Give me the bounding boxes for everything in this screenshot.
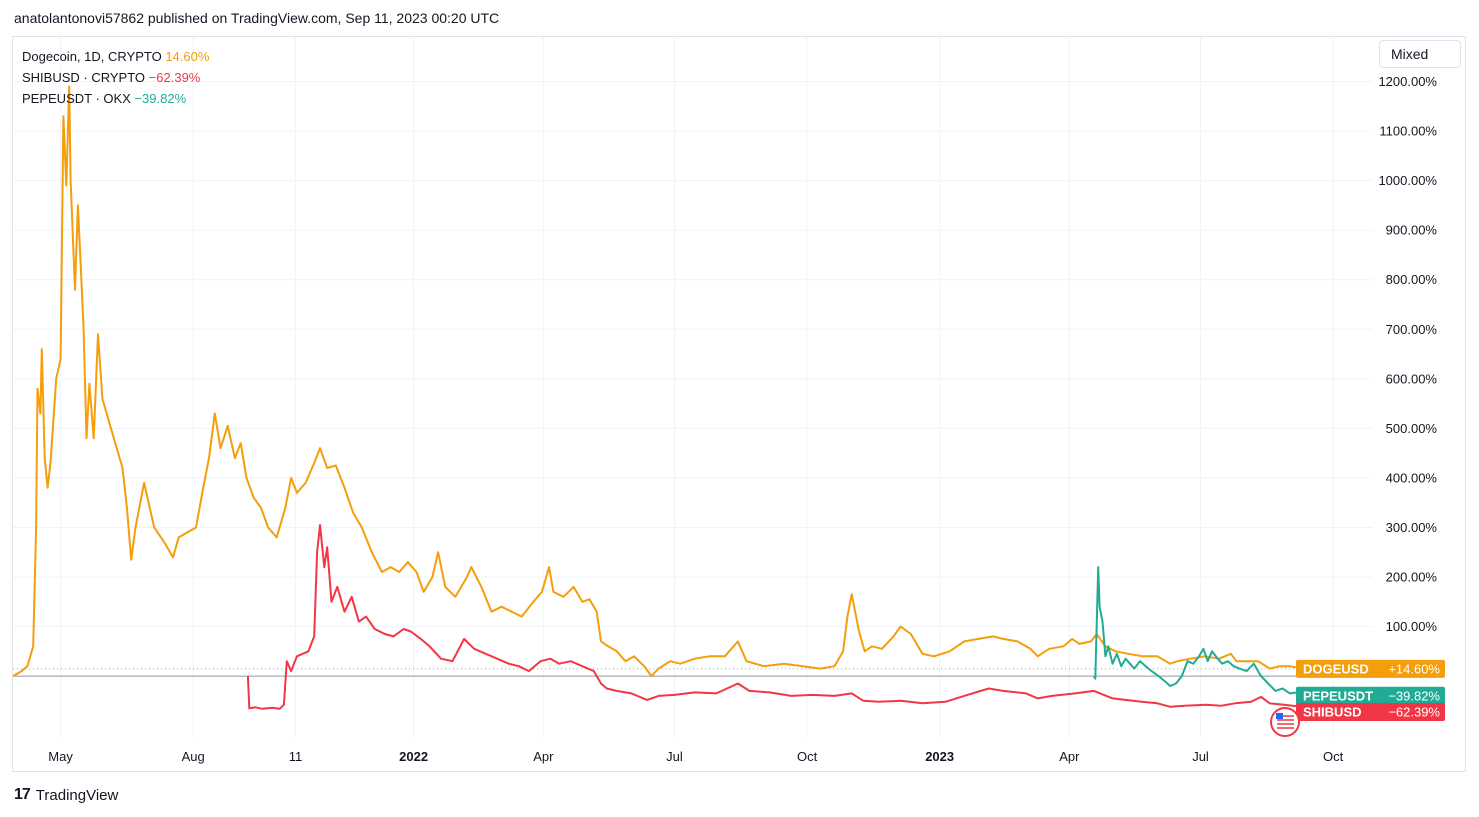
legend-name: SHIBUSD · CRYPTO bbox=[22, 70, 146, 85]
x-tick-label: May bbox=[48, 749, 73, 764]
legend-row-pepe[interactable]: PEPEUSDT · OKX −39.82% bbox=[22, 88, 209, 109]
price-label-box bbox=[1296, 702, 1445, 721]
series-line-shibusd bbox=[246, 524, 1303, 710]
price-label-value: −39.82% bbox=[1388, 688, 1440, 703]
y-tick-label: 300.00% bbox=[1386, 520, 1438, 535]
x-tick-label: 2022 bbox=[399, 749, 428, 764]
x-tick-label: Aug bbox=[182, 749, 205, 764]
price-label-value: −62.39% bbox=[1388, 704, 1440, 719]
price-label-box bbox=[1296, 686, 1445, 705]
tradingview-brand[interactable]: 17 TradingView bbox=[14, 786, 118, 804]
legend-row-doge[interactable]: Dogecoin, 1D, CRYPTO 14.60% bbox=[22, 46, 209, 67]
legend-name: PEPEUSDT · OKX bbox=[22, 91, 131, 106]
y-tick-label: 400.00% bbox=[1386, 470, 1438, 485]
scale-mode-button[interactable]: Mixed bbox=[1379, 40, 1461, 68]
price-label-name: SHIBUSD bbox=[1303, 704, 1362, 719]
series-line-pepeusdt bbox=[1093, 566, 1304, 697]
chart-frame bbox=[12, 36, 1466, 772]
y-tick-label: 500.00% bbox=[1386, 421, 1438, 436]
price-label-shibusd: SHIBUSD −62.39% bbox=[1296, 702, 1445, 721]
y-tick-label: 1000.00% bbox=[1378, 173, 1437, 188]
us-flag-icon bbox=[1270, 707, 1300, 737]
series-legend: Dogecoin, 1D, CRYPTO 14.60% SHIBUSD · CR… bbox=[22, 46, 209, 109]
y-tick-label: 600.00% bbox=[1386, 371, 1438, 386]
x-tick-label: Oct bbox=[1323, 749, 1344, 764]
legend-change: −39.82% bbox=[134, 91, 187, 106]
price-label-name: DOGEUSD bbox=[1303, 661, 1369, 676]
x-tick-label: 2023 bbox=[925, 749, 954, 764]
y-tick-label: 1100.00% bbox=[1379, 124, 1437, 139]
x-tick-label: Jul bbox=[666, 749, 683, 764]
x-tick-label: Oct bbox=[797, 749, 818, 764]
legend-change: 14.60% bbox=[165, 49, 210, 64]
price-label-value: +14.60% bbox=[1388, 661, 1440, 676]
x-tick-label: Apr bbox=[1059, 749, 1080, 764]
y-tick-label: 200.00% bbox=[1386, 569, 1438, 584]
us-flag-canton bbox=[1276, 713, 1283, 719]
y-tick-label: 1200.00% bbox=[1378, 74, 1437, 89]
x-tick-label: 11 bbox=[289, 749, 303, 764]
y-tick-label: 900.00% bbox=[1386, 223, 1438, 238]
tradingview-logo-icon: 17 bbox=[14, 786, 31, 803]
price-label-dogeusd: DOGEUSD +14.60% bbox=[1296, 659, 1445, 678]
price-label-pepeusdt: PEPEUSDT −39.82% bbox=[1296, 686, 1445, 705]
y-tick-label: 700.00% bbox=[1386, 322, 1438, 337]
y-tick-label: 100.00% bbox=[1386, 619, 1438, 634]
y-tick-label: 800.00% bbox=[1386, 272, 1438, 287]
legend-row-shib[interactable]: SHIBUSD · CRYPTO −62.39% bbox=[22, 67, 209, 88]
price-label-box bbox=[1296, 659, 1445, 678]
x-tick-label: Apr bbox=[533, 749, 554, 764]
x-tick-label: Jul bbox=[1192, 749, 1209, 764]
price-label-name: PEPEUSDT bbox=[1303, 688, 1373, 703]
series-line-dogeusd bbox=[12, 85, 1303, 678]
legend-change: −62.39% bbox=[148, 70, 201, 85]
brand-label: TradingView bbox=[35, 786, 119, 804]
publisher-line: anatolantonovi57862 published on Trading… bbox=[14, 10, 500, 26]
legend-name: Dogecoin, 1D, CRYPTO bbox=[22, 49, 162, 64]
